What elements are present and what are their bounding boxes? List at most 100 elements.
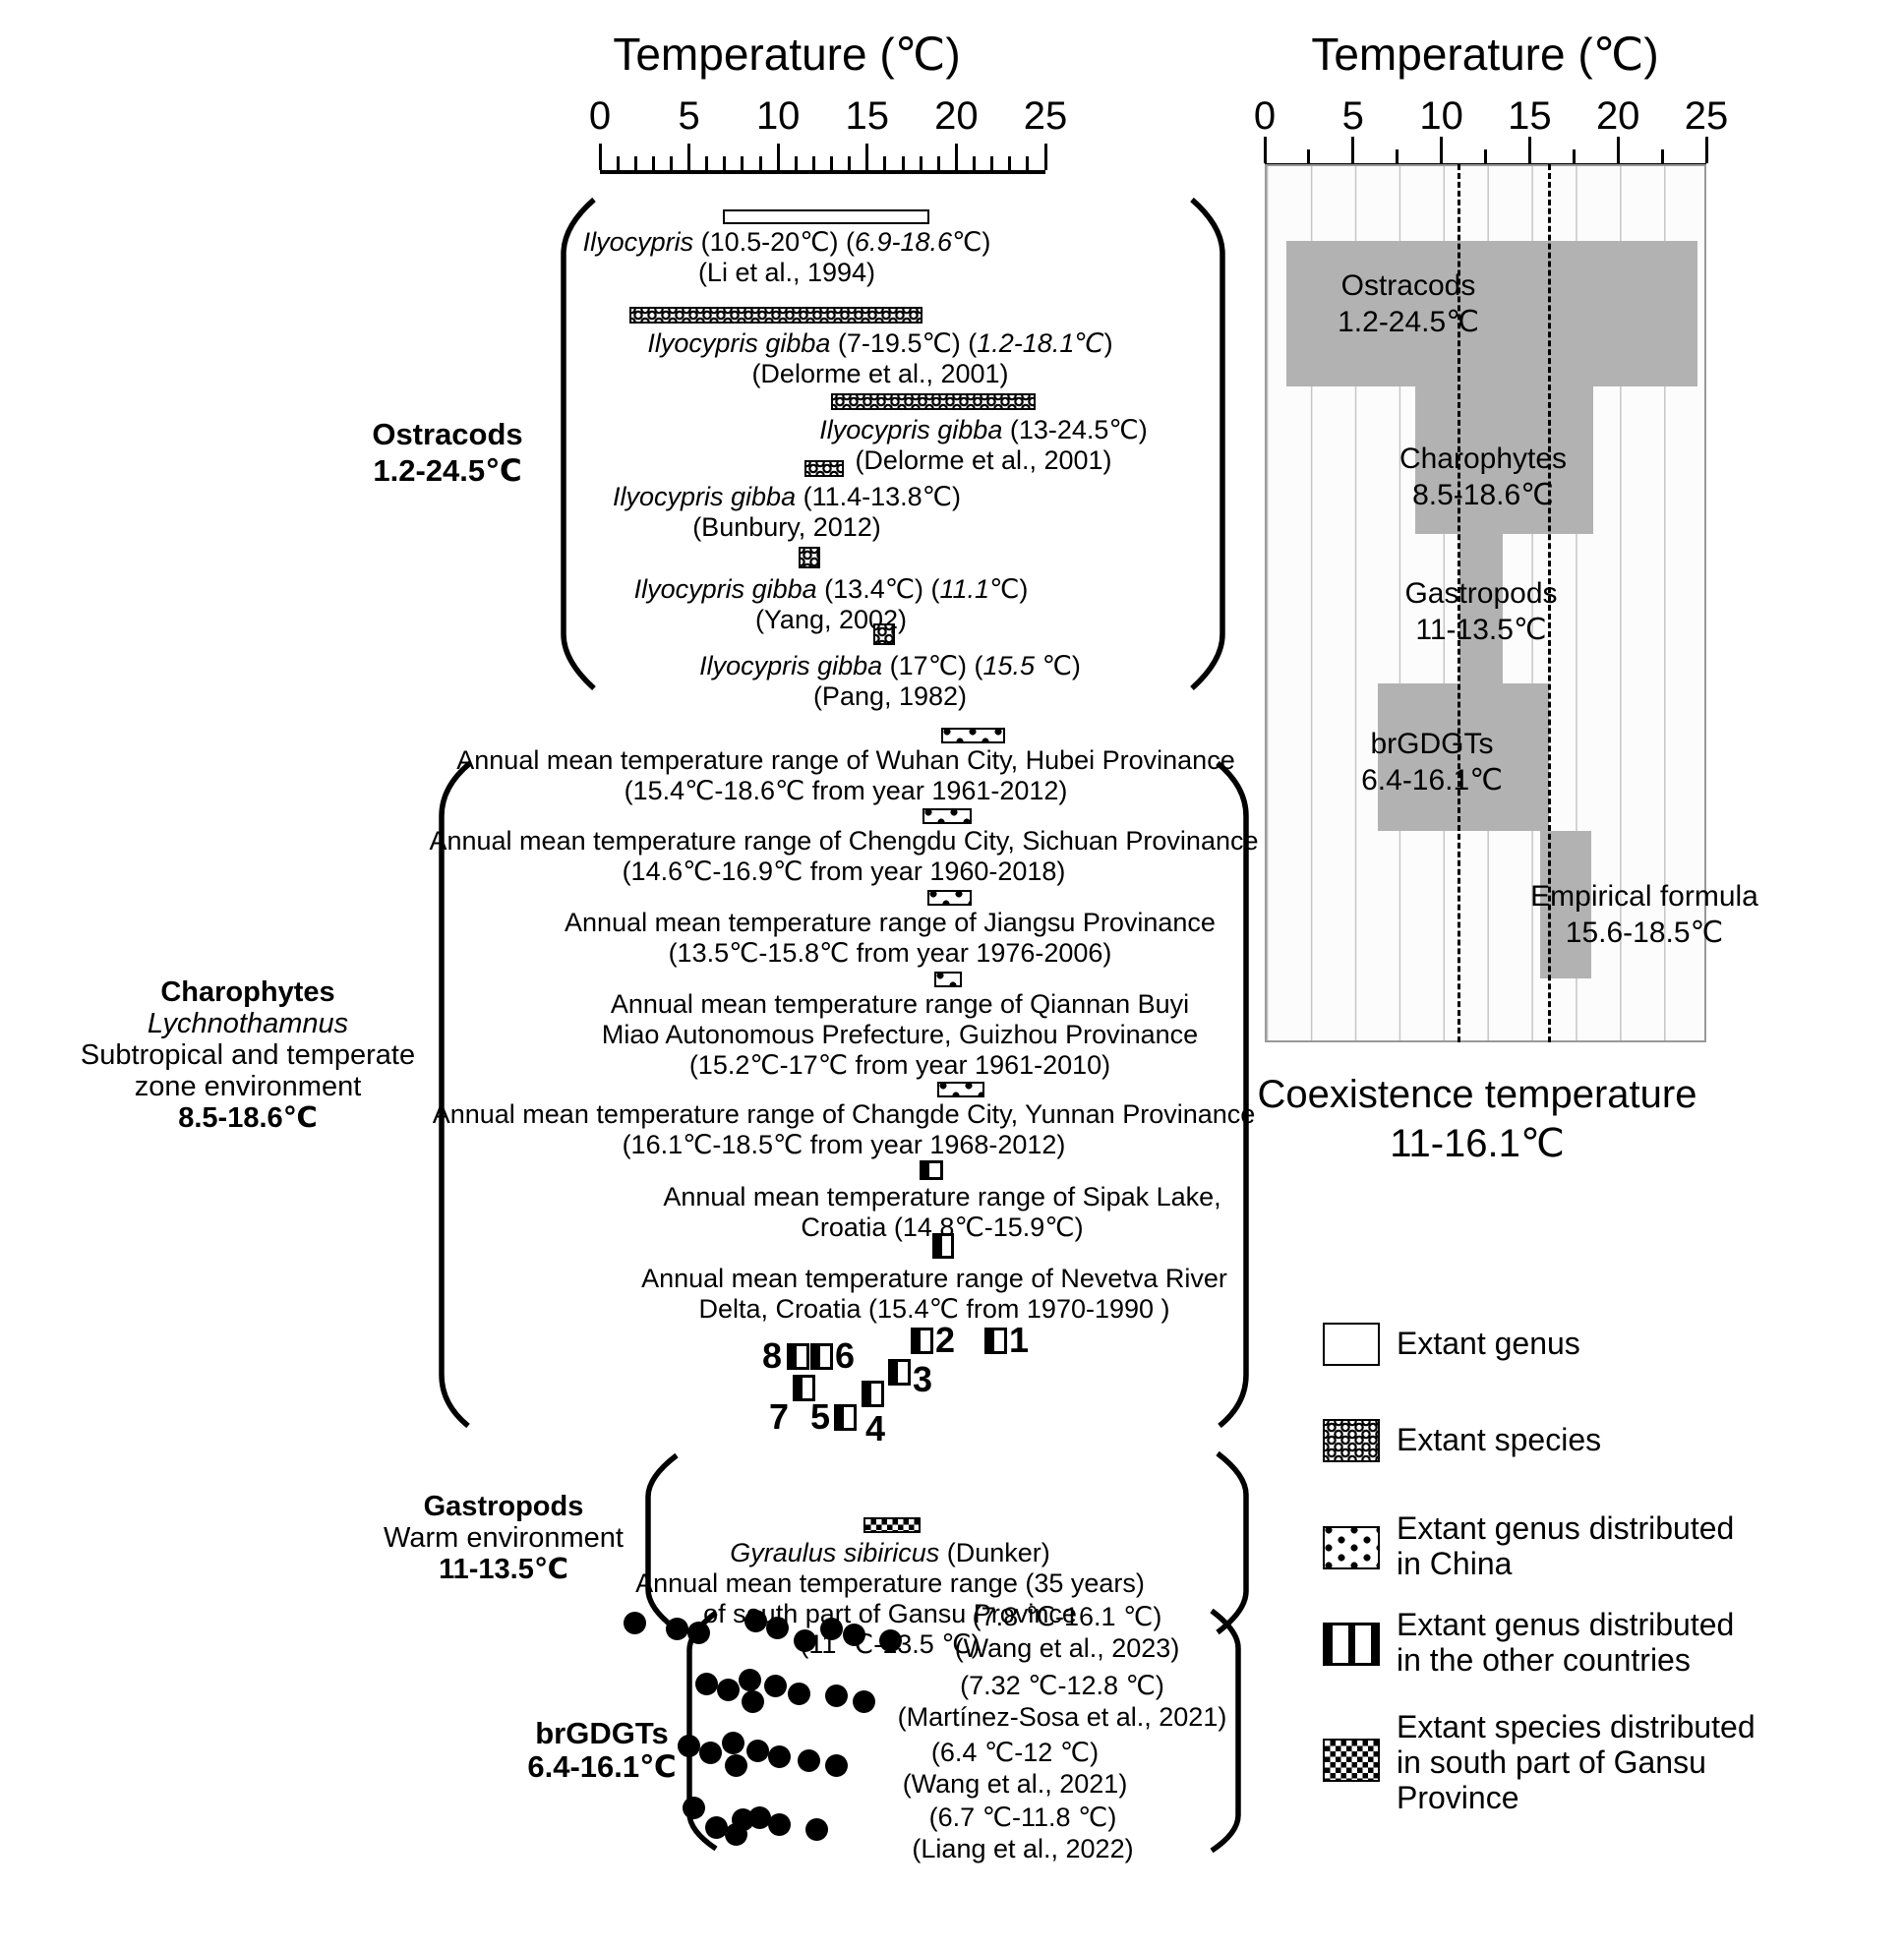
empirical-block-label: Empirical formula 15.6-18.5℃: [1530, 878, 1758, 951]
left-axis-tick-label: 0: [588, 94, 612, 138]
text-line: Extant species: [1397, 1422, 1601, 1457]
text-segment: Extant species: [1397, 1422, 1602, 1457]
text-segment: Extant species distributed: [1397, 1709, 1755, 1744]
left-axis-baseline: [600, 170, 1045, 174]
text-segment: Charophytes: [1398, 443, 1568, 475]
numbered-box-label-1: 1: [1009, 1320, 1030, 1360]
text-line: (Pang, 1982): [447, 681, 1333, 712]
text-segment: (6.7 ℃-11.8 ℃): [928, 1802, 1117, 1832]
text-segment: (Li et al., 1994): [697, 258, 876, 287]
wang-2021-dot: [825, 1754, 848, 1777]
text-segment: Gyraulus sibiricus: [730, 1538, 947, 1567]
numbered-box-4: [862, 1381, 884, 1407]
text-segment: Extant genus distributed: [1397, 1607, 1735, 1642]
text-segment: Ilyocypris gibba: [633, 574, 825, 604]
numbered-box-1: [984, 1328, 1007, 1354]
text-segment: (17℃) (: [889, 651, 983, 680]
text-segment: in the other countries: [1397, 1642, 1691, 1678]
text-segment: (10.5-20℃) (: [700, 227, 855, 257]
text-line: Subtropical and temperate: [0, 1039, 543, 1071]
wang-2023-dot: [744, 1610, 767, 1632]
left-axis-tick: [973, 156, 977, 170]
text-line: 1.2-24.5℃: [152, 452, 743, 489]
gyraulus-sibiricus-bar: [863, 1517, 921, 1533]
text-segment: (7.32 ℃-12.8 ℃): [960, 1671, 1164, 1700]
right-axis-title: Temperature (℃): [1311, 29, 1659, 80]
left-axis-tick: [776, 144, 780, 170]
text-segment: (11.4-13.8℃): [803, 482, 961, 511]
text-line: Annual mean temperature range of Sipak L…: [500, 1182, 1385, 1212]
text-line: 11-13.5℃: [1404, 612, 1557, 648]
text-segment: 8.5-18.6℃: [1412, 479, 1554, 511]
wang-2021-dot: [746, 1740, 769, 1762]
left-axis-tick: [687, 144, 691, 170]
numbered-box-3: [888, 1359, 911, 1386]
brgdgts-block-label: brGDGTs 6.4-16.1℃: [1361, 726, 1503, 798]
text-segment: Subtropical and temperate: [80, 1039, 416, 1071]
ilyocypris-gibba-pang-label: Ilyocypris gibba (17℃) (15.5 ℃) (Pang, 19…: [447, 651, 1333, 712]
numbered-box-label-6: 6: [835, 1335, 856, 1376]
text-segment: Charophytes: [160, 976, 335, 1008]
text-segment: Lychnothamnus: [147, 1008, 349, 1039]
right-axis-tick: [1263, 137, 1267, 163]
text-line: Ilyocypris gibba (7-19.5℃) (1.2-18.1℃): [438, 328, 1323, 359]
charophytes-block: [1414, 386, 1594, 534]
text-segment: 11.1: [939, 574, 990, 604]
martinez-sosa-2021-dot: [742, 1690, 764, 1713]
ilyocypris-gibba-delorme-b-label: Ilyocypris gibba (13-24.5℃) (Delorme et a…: [541, 415, 1426, 476]
text-line: Ilyocypris gibba (17℃) (15.5 ℃): [447, 651, 1333, 681]
ilyocypris-gibba-pang-bar: [873, 623, 895, 645]
numbered-box-label-3: 3: [913, 1359, 933, 1399]
right-axis-tick: [1660, 149, 1664, 163]
wang-2023-dot: [666, 1618, 688, 1640]
martinez-sosa-2021-dot: [788, 1683, 810, 1705]
legend-genus-china-swatch: [1323, 1526, 1380, 1569]
text-line: Extant genus: [1397, 1326, 1580, 1361]
text-line: in China: [1397, 1546, 1734, 1581]
text-segment: 6.4-16.1℃: [527, 1749, 677, 1784]
text-segment: zone environment: [134, 1071, 362, 1102]
text-segment: Annual mean temperature range of Jiangsu…: [565, 908, 1216, 937]
text-line: Ilyocypris (10.5-20℃) (6.9-18.6℃): [344, 227, 1229, 258]
legend-extant-species-swatch: [1323, 1419, 1380, 1462]
text-line: Empirical formula: [1530, 878, 1758, 915]
chengdu-city-bar: [922, 808, 972, 824]
text-segment: (16.1℃-18.5℃ from year 1968-2012): [622, 1130, 1066, 1159]
text-line: (15.2℃-17℃ from year 1961-2010): [457, 1050, 1342, 1081]
text-line: 15.6-18.5℃: [1530, 915, 1758, 951]
wang-2021-dot: [678, 1735, 700, 1757]
text-segment: 15.5: [982, 651, 1042, 680]
legend-extant-species-label: Extant species: [1397, 1422, 1601, 1457]
wang-2023-dot: [879, 1629, 902, 1652]
text-line: Annual mean temperature range of Chengdu…: [401, 826, 1286, 857]
wang-2023-dot: [687, 1622, 710, 1644]
text-segment: 11-13.5℃: [439, 1554, 568, 1585]
ilyocypris-li-1994-bar: [723, 209, 929, 224]
text-line: Extant genus distributed: [1397, 1607, 1734, 1642]
legend-extant-genus-label: Extant genus: [1397, 1326, 1580, 1361]
wang-2021-dot: [725, 1754, 747, 1777]
text-line: Annual mean temperature range (35 years): [447, 1568, 1333, 1599]
text-line: Gastropods: [1404, 575, 1557, 612]
text-line: in south part of Gansu: [1397, 1744, 1755, 1780]
ostracods-block-label: Ostracods 1.2-24.5℃: [1338, 267, 1479, 340]
ilyocypris-gibba-delorme-a-bar: [629, 307, 922, 324]
text-segment: (Bunbury, 2012): [692, 512, 881, 542]
text-segment: (Dunker): [946, 1538, 1050, 1567]
text-segment: Empirical formula: [1530, 880, 1758, 913]
numbered-box-label-8: 8: [762, 1335, 783, 1376]
text-line: (Martínez-Sosa et al., 2021): [620, 1701, 1505, 1733]
text-line: Province: [1397, 1780, 1755, 1815]
text-segment: Delta, Croatia (15.4℃ from 1970-1990 ): [698, 1294, 1170, 1324]
wang-2021-dot: [699, 1742, 722, 1764]
coexistence-caption: Coexistence temperature 11-16.1℃: [1258, 1070, 1697, 1168]
text-segment: (Delorme et al., 2001): [751, 359, 1009, 388]
text-segment: (Martínez-Sosa et al., 2021): [897, 1702, 1227, 1732]
wang-2021-dot: [768, 1745, 791, 1768]
text-line: Warm environment: [208, 1522, 799, 1554]
text-segment: 15.6-18.5℃: [1565, 916, 1724, 949]
liang-2022-dot: [705, 1816, 728, 1839]
left-axis-tick: [758, 156, 762, 170]
text-line: 11-13.5℃: [208, 1554, 799, 1585]
ostracods-block: [1285, 241, 1697, 386]
